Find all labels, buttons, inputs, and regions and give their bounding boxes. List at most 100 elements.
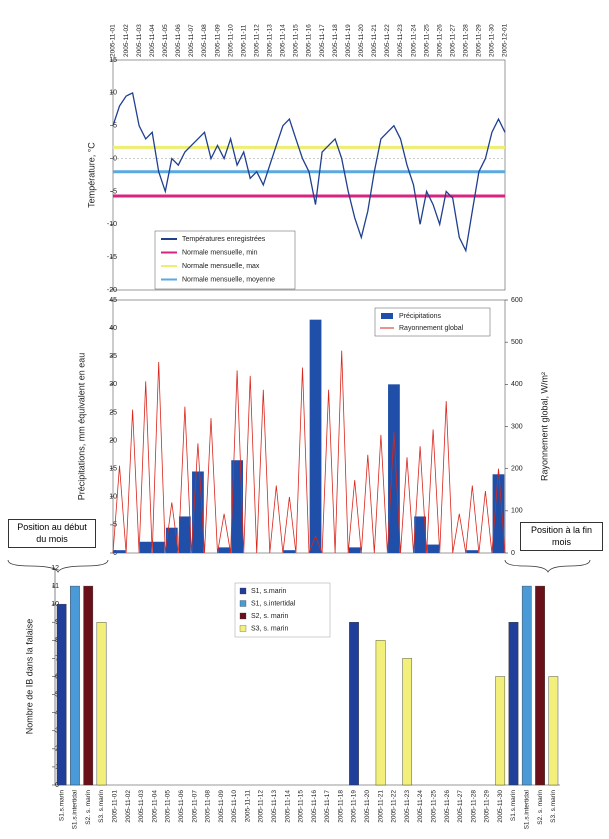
x-tick-label: S2. s. marin [85,790,92,825]
x-tick-label: 2005-11-16 [311,790,318,823]
temperature-line [112,91,506,253]
brace [7,559,109,573]
legend [154,230,296,290]
bar [165,527,178,553]
x-tick-label: 2005-11-25 [430,790,437,823]
axis-title: Précipitations, mm équivalent en eau [76,353,86,501]
x-tick-label: 2005-11-02 [125,790,132,823]
bar [283,550,296,553]
x-tick-label: 2005-11-17 [324,790,331,823]
legend-swatch [239,600,247,607]
x-tick-label: 2005-11-02 [123,24,130,57]
y-tick-label: 20 [109,437,117,444]
x-tick-label: 2005-11-08 [205,790,212,823]
bar [388,384,400,553]
x-tick-label: 2005-11-28 [470,790,477,823]
legend-swatch [239,587,247,595]
y-tick-label: 10 [51,601,59,608]
x-tick-label: 2005-11-13 [271,790,278,823]
y-tick-label: 45 [109,297,117,304]
x-tick-label: 2005-11-18 [337,790,344,823]
x-tick-label: 2005-11-08 [201,24,208,57]
y-tick-label: 0 [113,155,117,162]
x-tick-label: S1.s.marin [58,790,65,821]
x-tick-label: 2005-11-14 [280,24,287,57]
legend-swatch [381,313,393,319]
x-tick-label: 2005-11-18 [332,24,339,57]
bar [375,640,386,786]
legend-label: Précipitations [399,313,442,320]
x-tick-label: 2005-11-20 [358,24,365,57]
x-tick-label: 2005-11-30 [497,790,504,823]
x-tick-label: 2005-11-19 [351,790,358,823]
bar [309,319,322,553]
bar [113,550,126,553]
x-tick-label: 2005-11-21 [377,790,384,823]
x-tick-label: 2005-11-03 [138,790,145,823]
x-tick-label: S3. s.marin [98,790,105,823]
x-tick-label: 2005-11-10 [231,790,238,823]
bar [427,544,440,553]
bar [178,516,191,553]
x-tick-label: 2005-11-29 [476,24,483,57]
legend-label: S1, s.marin [251,588,287,595]
x-tick-label: 2005-11-11 [244,790,251,823]
bar [96,622,107,786]
radiation-line [112,350,506,554]
x-tick-label: 2005-11-05 [162,24,169,57]
x-tick-label: S3. s.marin [550,790,557,823]
x-tick-label: 2005-11-23 [397,24,404,57]
annotation: Position à la fin mois [520,522,603,552]
y-tick-label: -5 [111,188,117,195]
bar [348,547,361,553]
bar [495,676,506,786]
brace [504,559,591,573]
legend-label: S2, s. marin [251,613,288,620]
legend-label: S3, s. marin [251,625,288,632]
x-tick-label: 2005-11-27 [449,24,456,57]
y-tick-label: 35 [109,353,117,360]
y-tick-label: 30 [109,381,117,388]
x-tick-label: 2005-11-24 [410,24,417,57]
x-tick-label: 2005-11-07 [188,24,195,57]
x-tick-label: 2005-12-01 [502,23,509,57]
y-tick-label: -15 [107,254,117,261]
bar [349,622,359,786]
x-tick-label: 2005-11-09 [214,24,221,57]
bar [231,460,244,553]
x-tick-label: 2005-11-17 [319,24,326,57]
axis-title: Température, °C [86,142,96,208]
legend [374,307,491,337]
x-tick-label: 2005-11-23 [404,790,411,823]
x-tick-label: S1.s.intertidal [72,789,79,829]
x-tick-label: 2005-11-11 [240,24,247,57]
bar [508,622,519,786]
x-tick-label: 2005-11-13 [267,24,274,57]
x-tick-label: 2005-11-05 [165,790,172,823]
x-tick-label: 2005-11-15 [293,24,300,57]
y-tick-label: 10 [109,494,117,501]
x-tick-label: S2. s. marin [537,790,544,825]
bar [139,541,152,553]
legend-swatch [239,625,247,632]
y2-tick-label: 600 [511,297,523,304]
x-tick-label: 2005-11-04 [151,790,158,823]
bar [548,676,559,786]
y-tick-label: 15 [109,466,117,473]
x-tick-label: 2005-11-10 [227,24,234,57]
bar [521,585,532,786]
y-tick-label: 25 [109,409,117,416]
x-tick-label: 2005-11-07 [191,790,198,823]
legend-label: Températures enregistrées [182,236,266,243]
x-tick-label: 2005-11-29 [484,790,491,823]
x-tick-label: 2005-11-03 [136,24,143,57]
bar [218,547,230,553]
x-tick-label: 2005-11-06 [178,790,185,823]
x-tick-label: 2005-11-27 [457,790,464,823]
x-tick-label: 2005-11-14 [284,790,291,823]
y-tick-label: 12 [51,565,59,572]
y2-tick-label: 400 [511,381,523,388]
y-tick-label: 0 [113,550,117,557]
legend-label: Normale mensuelle, max [182,263,260,270]
